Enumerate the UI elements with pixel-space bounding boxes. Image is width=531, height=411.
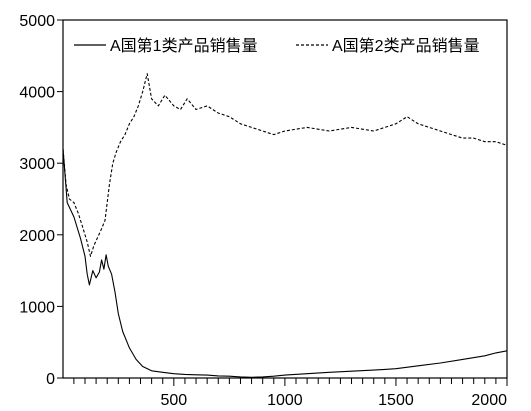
series-layer <box>62 73 508 378</box>
y-tick-label: 4000 <box>19 85 55 102</box>
y-tick-label: 0 <box>46 371 55 388</box>
x-tick-label: 500 <box>160 392 187 409</box>
plot-frame <box>62 19 508 379</box>
series-line-1 <box>62 148 508 378</box>
legend-label-series-2: A国第2类产品销售量 <box>332 37 480 55</box>
y-tick-label: 5000 <box>19 13 55 30</box>
x-tick-label: 1000 <box>267 392 303 409</box>
x-axis-ticks: 500 1000 1500 2000 <box>73 378 508 409</box>
y-axis-ticks: 0 1000 2000 3000 4000 5000 <box>19 13 63 388</box>
legend: A国第1类产品销售量 A国第2类产品销售量 <box>74 37 480 55</box>
x-tick-label: 1500 <box>378 392 414 409</box>
legend-label-series-1: A国第1类产品销售量 <box>110 37 258 55</box>
x-tick-label: 2000 <box>471 392 507 409</box>
y-tick-label: 3000 <box>19 156 55 173</box>
series-line-2 <box>62 73 508 257</box>
y-tick-label: 1000 <box>19 299 55 316</box>
y-tick-label: 2000 <box>19 228 55 245</box>
